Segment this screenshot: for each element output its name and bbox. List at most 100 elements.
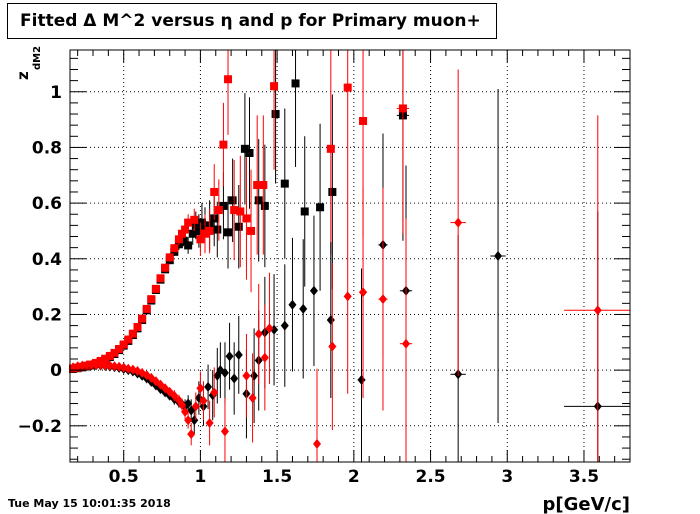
- data-point: [309, 215, 318, 366]
- square-marker: [179, 236, 188, 245]
- x-tick-label: 3.5: [569, 467, 599, 487]
- grid-lines: [70, 50, 630, 462]
- data-point: [326, 50, 335, 255]
- data-point: [138, 314, 147, 323]
- data-point: [343, 50, 352, 199]
- data-point: [270, 50, 279, 170]
- square-marker: [230, 206, 239, 215]
- square-marker: [224, 75, 233, 84]
- square-marker: [178, 229, 186, 238]
- y-tick-label: 0.2: [32, 305, 62, 325]
- square-marker: [259, 181, 268, 190]
- square-marker: [138, 314, 147, 323]
- data-point: [196, 371, 205, 405]
- data-point: [234, 315, 243, 394]
- plot-frame: [69, 49, 631, 463]
- chart-title: Fitted Δ M^2 versus η and p for Primary …: [20, 11, 481, 31]
- square-marker: [174, 235, 183, 244]
- square-marker: [165, 253, 174, 262]
- y-tick-label: 0.6: [32, 194, 62, 214]
- data-point: [247, 169, 256, 293]
- square-marker: [228, 196, 237, 205]
- diamond-marker: [288, 299, 297, 310]
- square-marker: [242, 214, 251, 223]
- data-point: [291, 50, 300, 167]
- diamond-marker: [210, 387, 219, 398]
- square-marker: [205, 226, 214, 235]
- square-marker: [124, 335, 133, 344]
- square-marker: [197, 218, 206, 227]
- data-point: [299, 239, 308, 379]
- data-point: [210, 164, 219, 220]
- data-point: [87, 359, 96, 370]
- diamond-marker: [181, 406, 190, 417]
- diamond-marker: [230, 373, 239, 384]
- diamond-marker: [359, 287, 368, 298]
- data-point: [450, 69, 466, 376]
- square-marker: [328, 187, 337, 196]
- diamond-marker: [110, 361, 119, 372]
- data-point: [328, 262, 337, 430]
- data-point: [265, 272, 274, 385]
- square-marker: [196, 235, 205, 244]
- square-marker: [359, 116, 368, 125]
- diamond-marker: [178, 399, 186, 410]
- data-point: [110, 348, 119, 357]
- square-marker: [240, 144, 249, 153]
- data-point: [205, 400, 214, 446]
- square-marker: [316, 203, 325, 212]
- square-marker: [398, 104, 407, 113]
- square-marker: [247, 226, 256, 235]
- y-tick-label: 1: [50, 83, 62, 103]
- diamond-marker: [593, 305, 602, 316]
- diamond-marker: [378, 294, 387, 305]
- square-marker: [234, 222, 243, 231]
- diamond-marker: [187, 429, 196, 440]
- square-marker: [101, 354, 110, 363]
- square-marker: [213, 225, 222, 234]
- x-axis-title: p[GeV/c]: [543, 494, 631, 514]
- diamond-marker: [184, 398, 193, 409]
- square-marker: [128, 329, 137, 338]
- y-tick-label: 0: [50, 361, 62, 381]
- data-point: [170, 244, 179, 253]
- data-point: [234, 185, 243, 269]
- data-point: [280, 264, 289, 387]
- data-point: [78, 360, 87, 371]
- square-marker: [181, 225, 190, 234]
- diamond-marker: [248, 392, 257, 403]
- diamond-marker: [225, 351, 234, 362]
- diamond-marker: [196, 383, 205, 394]
- data-point: [101, 360, 110, 371]
- data-point: [82, 360, 91, 371]
- data-point: [254, 283, 263, 385]
- x-tick-label: 0.5: [109, 467, 139, 487]
- square-marker: [253, 181, 262, 190]
- data-point: [199, 381, 208, 421]
- diamond-marker: [265, 323, 274, 334]
- data-point: [128, 329, 137, 338]
- data-point: [242, 157, 251, 280]
- data-point: [187, 423, 196, 446]
- diamond-marker: [87, 359, 96, 370]
- square-marker: [326, 144, 335, 153]
- data-point: [253, 115, 262, 255]
- data-point: [142, 304, 151, 313]
- data-point: [191, 392, 200, 421]
- diamond-marker: [105, 360, 114, 371]
- diamond-marker: [220, 367, 229, 378]
- y-tick-label: 0.8: [32, 138, 62, 158]
- data-point: [115, 344, 124, 353]
- square-marker: [110, 348, 119, 357]
- diamond-marker: [234, 349, 243, 360]
- data-point: [184, 395, 193, 412]
- square-marker: [219, 140, 228, 149]
- square-marker: [280, 179, 289, 188]
- diamond-marker: [402, 338, 410, 349]
- diamond-marker: [170, 390, 179, 401]
- data-point: [181, 404, 190, 419]
- data-point: [225, 322, 234, 390]
- x-tick-label: 1: [194, 467, 206, 487]
- y-tick-label: −0.2: [18, 417, 62, 437]
